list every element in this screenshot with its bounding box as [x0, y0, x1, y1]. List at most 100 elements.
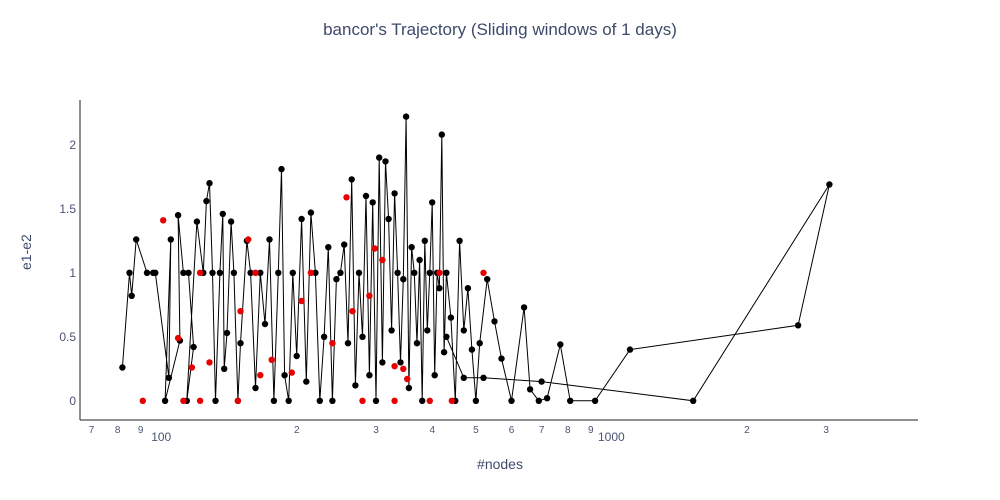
highlight-point — [298, 297, 305, 305]
highlight-point — [234, 397, 242, 404]
trajectory-point — [391, 190, 398, 197]
highlight-point — [480, 269, 487, 276]
trajectory-point — [447, 314, 455, 321]
trajectory-point — [227, 218, 235, 225]
trajectory-point — [535, 397, 542, 404]
trajectory-point — [408, 244, 415, 251]
highlight-point — [391, 363, 398, 370]
highlight-point — [245, 236, 252, 243]
trajectory-point — [460, 327, 467, 334]
trajectory-point — [206, 180, 213, 187]
highlight-point — [252, 269, 259, 276]
trajectory-point — [278, 165, 285, 173]
x-tick-label: 1000 — [598, 430, 625, 444]
highlight-point — [288, 369, 295, 376]
trajectory-point — [484, 276, 491, 283]
trajectory-point — [464, 285, 472, 292]
trajectory-point — [476, 340, 483, 347]
trajectory-points — [119, 113, 833, 404]
trajectory-point — [247, 269, 254, 276]
x-minor-tick-label: 7 — [539, 425, 545, 436]
y-tick-label: 2 — [69, 138, 76, 152]
trajectory-lines — [121, 116, 830, 402]
highlight-point — [188, 364, 196, 371]
trajectory-point — [362, 192, 370, 200]
trajectory-point — [538, 378, 545, 385]
trajectory-point — [382, 158, 389, 165]
trajectory-point — [591, 397, 599, 404]
trajectory-point — [491, 318, 498, 325]
trajectory-point — [237, 340, 244, 347]
trajectory-point — [275, 269, 282, 276]
trajectory-point — [285, 397, 292, 404]
trajectory-point — [411, 269, 418, 276]
highlight-point — [400, 365, 407, 372]
x-minor-tick-label: 3 — [823, 425, 829, 436]
trajectory-point — [266, 236, 273, 243]
trajectory-point — [543, 395, 551, 402]
y-tick-label: 0 — [69, 394, 76, 408]
trajectory-point — [152, 269, 159, 276]
y-tick-label: 1.5 — [59, 202, 76, 216]
trajectory-point — [298, 215, 305, 223]
highlight-point — [196, 269, 204, 276]
trajectory-point — [119, 364, 126, 371]
trajectory-point — [355, 269, 363, 276]
x-minor-tick-label: 5 — [473, 425, 479, 436]
highlight-point — [268, 356, 275, 363]
trajectory-point — [429, 199, 436, 206]
highlight-point — [359, 397, 366, 404]
x-axis-label: #nodes — [477, 456, 523, 472]
trajectory-point — [261, 320, 269, 328]
x-minor-tick-label: 9 — [138, 425, 144, 436]
trajectory-point — [307, 209, 315, 216]
highlight-point — [139, 397, 146, 404]
trajectory-point — [443, 269, 450, 276]
trajectory-point — [316, 397, 323, 404]
trajectory-point — [344, 340, 352, 347]
trajectory-point — [385, 215, 392, 223]
trajectory-point — [320, 333, 328, 340]
trajectory-point — [419, 397, 426, 404]
trajectory-point — [193, 218, 201, 225]
trajectory-point — [341, 241, 348, 248]
x-minor-tick-label: 7 — [89, 425, 95, 436]
x-minor-tick-label: 8 — [115, 425, 121, 436]
trajectory-point — [438, 131, 445, 138]
x-minor-tick-label: 8 — [565, 425, 571, 436]
x-minor-tick-label: 4 — [429, 425, 435, 436]
trajectory-point — [333, 276, 340, 283]
trajectory-point — [794, 322, 802, 329]
axes — [79, 100, 918, 421]
highlight-point — [436, 269, 443, 276]
highlight-point — [257, 372, 264, 379]
highlight-point — [160, 217, 167, 224]
highlight-point — [196, 397, 204, 404]
trajectory-point — [174, 212, 182, 219]
trajectory-line — [121, 116, 830, 402]
trajectory-point — [557, 341, 564, 348]
trajectory-point — [468, 346, 476, 353]
trajectory-point — [402, 113, 410, 120]
trajectory-point — [165, 374, 173, 381]
trajectory-point — [190, 343, 197, 351]
trajectory-point — [397, 359, 404, 366]
trajectory-point — [416, 256, 423, 264]
trajectory-point — [221, 365, 228, 372]
trajectory-point — [436, 285, 443, 292]
highlight-point — [343, 194, 350, 201]
highlight-point — [379, 256, 386, 264]
trajectory-point — [388, 327, 395, 334]
highlight-point — [426, 397, 433, 404]
trajectory-point — [359, 333, 366, 340]
trajectory-point — [413, 340, 421, 347]
trajectory-point — [348, 176, 355, 183]
trajectory-point — [161, 397, 169, 404]
highlight-point — [349, 308, 356, 315]
trajectory-point — [366, 372, 373, 379]
trajectory-point — [289, 269, 296, 276]
trajectory-point — [456, 237, 463, 244]
trajectory-point — [216, 269, 224, 276]
highlight-point — [448, 397, 455, 404]
highlight-point — [371, 245, 378, 252]
